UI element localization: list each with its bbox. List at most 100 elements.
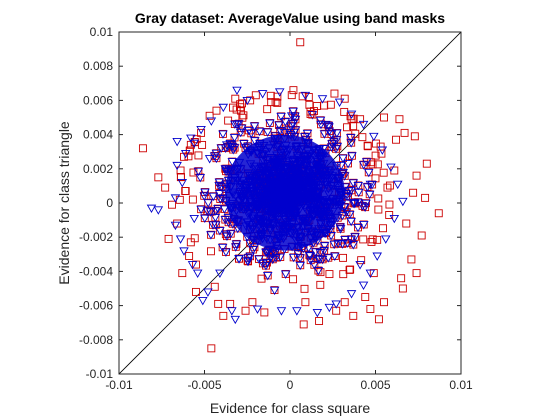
triangle-marker [196, 205, 206, 215]
square-marker [357, 256, 366, 265]
square-marker [369, 269, 378, 278]
square-marker [349, 311, 358, 320]
triangle-marker [364, 190, 375, 200]
x-axis-label: Evidence for class square [210, 400, 371, 416]
triangle-marker [275, 127, 286, 136]
triangle-marker [215, 227, 225, 236]
triangle-marker [363, 168, 374, 178]
square-marker [212, 106, 221, 115]
triangle-marker [358, 281, 369, 290]
square-marker [366, 305, 375, 313]
triangle-marker [214, 182, 224, 191]
triangle-marker [358, 161, 369, 170]
triangle-marker [347, 152, 357, 161]
triangle-marker [172, 137, 182, 147]
triangle-marker [372, 252, 382, 261]
square-marker [296, 38, 305, 47]
triangle-marker [209, 152, 220, 161]
square-marker [398, 284, 407, 293]
triangle-marker [198, 297, 208, 306]
square-marker [374, 194, 383, 203]
square-marker [287, 91, 296, 100]
y-axis-ticks: -0.01 -0.008 -0.006 -0.004 -0.002 0 0.002 0.004… [79, 25, 461, 381]
triangle-marker [221, 230, 231, 240]
square-marker [339, 270, 348, 279]
triangle-marker [236, 124, 247, 133]
square-marker [407, 255, 416, 264]
square-marker [289, 86, 298, 95]
triangle-marker [189, 139, 200, 149]
square-marker [263, 105, 272, 114]
triangle-marker [332, 142, 343, 152]
square-marker [138, 144, 147, 153]
square-marker [316, 280, 325, 289]
triangle-marker [208, 192, 219, 202]
triangle-marker [189, 214, 200, 224]
square-marker [379, 168, 388, 177]
square-marker [178, 269, 187, 278]
plot-area: -0.01 -0.005 0 0.005 0.01 -0.01-0.008-0.006-… [79, 25, 473, 392]
square-marker [359, 235, 368, 244]
triangle-marker [254, 127, 265, 137]
triangle-marker [219, 205, 230, 214]
triangle-marker [292, 307, 302, 316]
triangle-marker [300, 91, 311, 101]
square-marker [241, 306, 250, 315]
y-tick-label: 0.002 [83, 162, 113, 176]
triangle-marker [204, 155, 215, 164]
triangle-marker [337, 240, 348, 249]
triangle-marker [329, 252, 340, 261]
square-marker [191, 287, 200, 296]
square-marker [251, 91, 260, 100]
square-marker [154, 173, 163, 182]
square-marker [380, 113, 388, 122]
triangle-marker [213, 205, 223, 214]
triangle-marker [317, 95, 328, 104]
y-tick-label: -0.01 [86, 367, 114, 381]
triangle-marker [304, 251, 315, 261]
square-marker [231, 94, 240, 103]
y-tick-label: 0.01 [90, 25, 114, 39]
square-marker [260, 308, 269, 317]
triangle-marker [262, 259, 272, 268]
triangle-marker [343, 159, 353, 169]
triangle-marker [359, 221, 369, 230]
triangle-marker [316, 120, 326, 130]
triangle-marker [257, 90, 268, 99]
triangle-marker [233, 120, 244, 129]
triangle-marker [218, 130, 228, 139]
triangle-marker [242, 96, 253, 106]
square-marker [343, 123, 351, 132]
triangle-marker [361, 158, 372, 167]
triangle-marker [170, 221, 181, 231]
square-marker [188, 195, 197, 204]
triangle-marker [289, 128, 299, 138]
triangle-marker [326, 143, 337, 152]
triangle-marker [276, 112, 286, 122]
triangle-marker [377, 146, 388, 155]
triangle-marker [357, 202, 368, 211]
square-marker [371, 139, 380, 148]
square-marker [385, 181, 394, 190]
triangle-marker [261, 248, 271, 258]
triangle-marker [348, 179, 359, 188]
triangle-marker [252, 305, 263, 314]
square-marker [239, 111, 248, 120]
triangle-marker [245, 239, 255, 249]
triangle-marker [254, 255, 264, 264]
triangle-marker [365, 180, 376, 190]
triangle-marker [319, 130, 330, 139]
triangle-marker [346, 217, 356, 227]
square-marker [434, 209, 443, 218]
square-marker [417, 231, 426, 240]
y-tick-label: 0 [106, 196, 113, 210]
triangle-marker [172, 161, 182, 171]
triangle-marker [369, 132, 379, 142]
triangle-marker [228, 146, 239, 155]
triangle-marker [235, 128, 246, 138]
triangle-marker [262, 128, 273, 137]
triangle-marker [398, 197, 408, 207]
triangle-marker [323, 254, 334, 263]
triangle-marker [300, 133, 310, 142]
triangle-marker [179, 247, 189, 256]
